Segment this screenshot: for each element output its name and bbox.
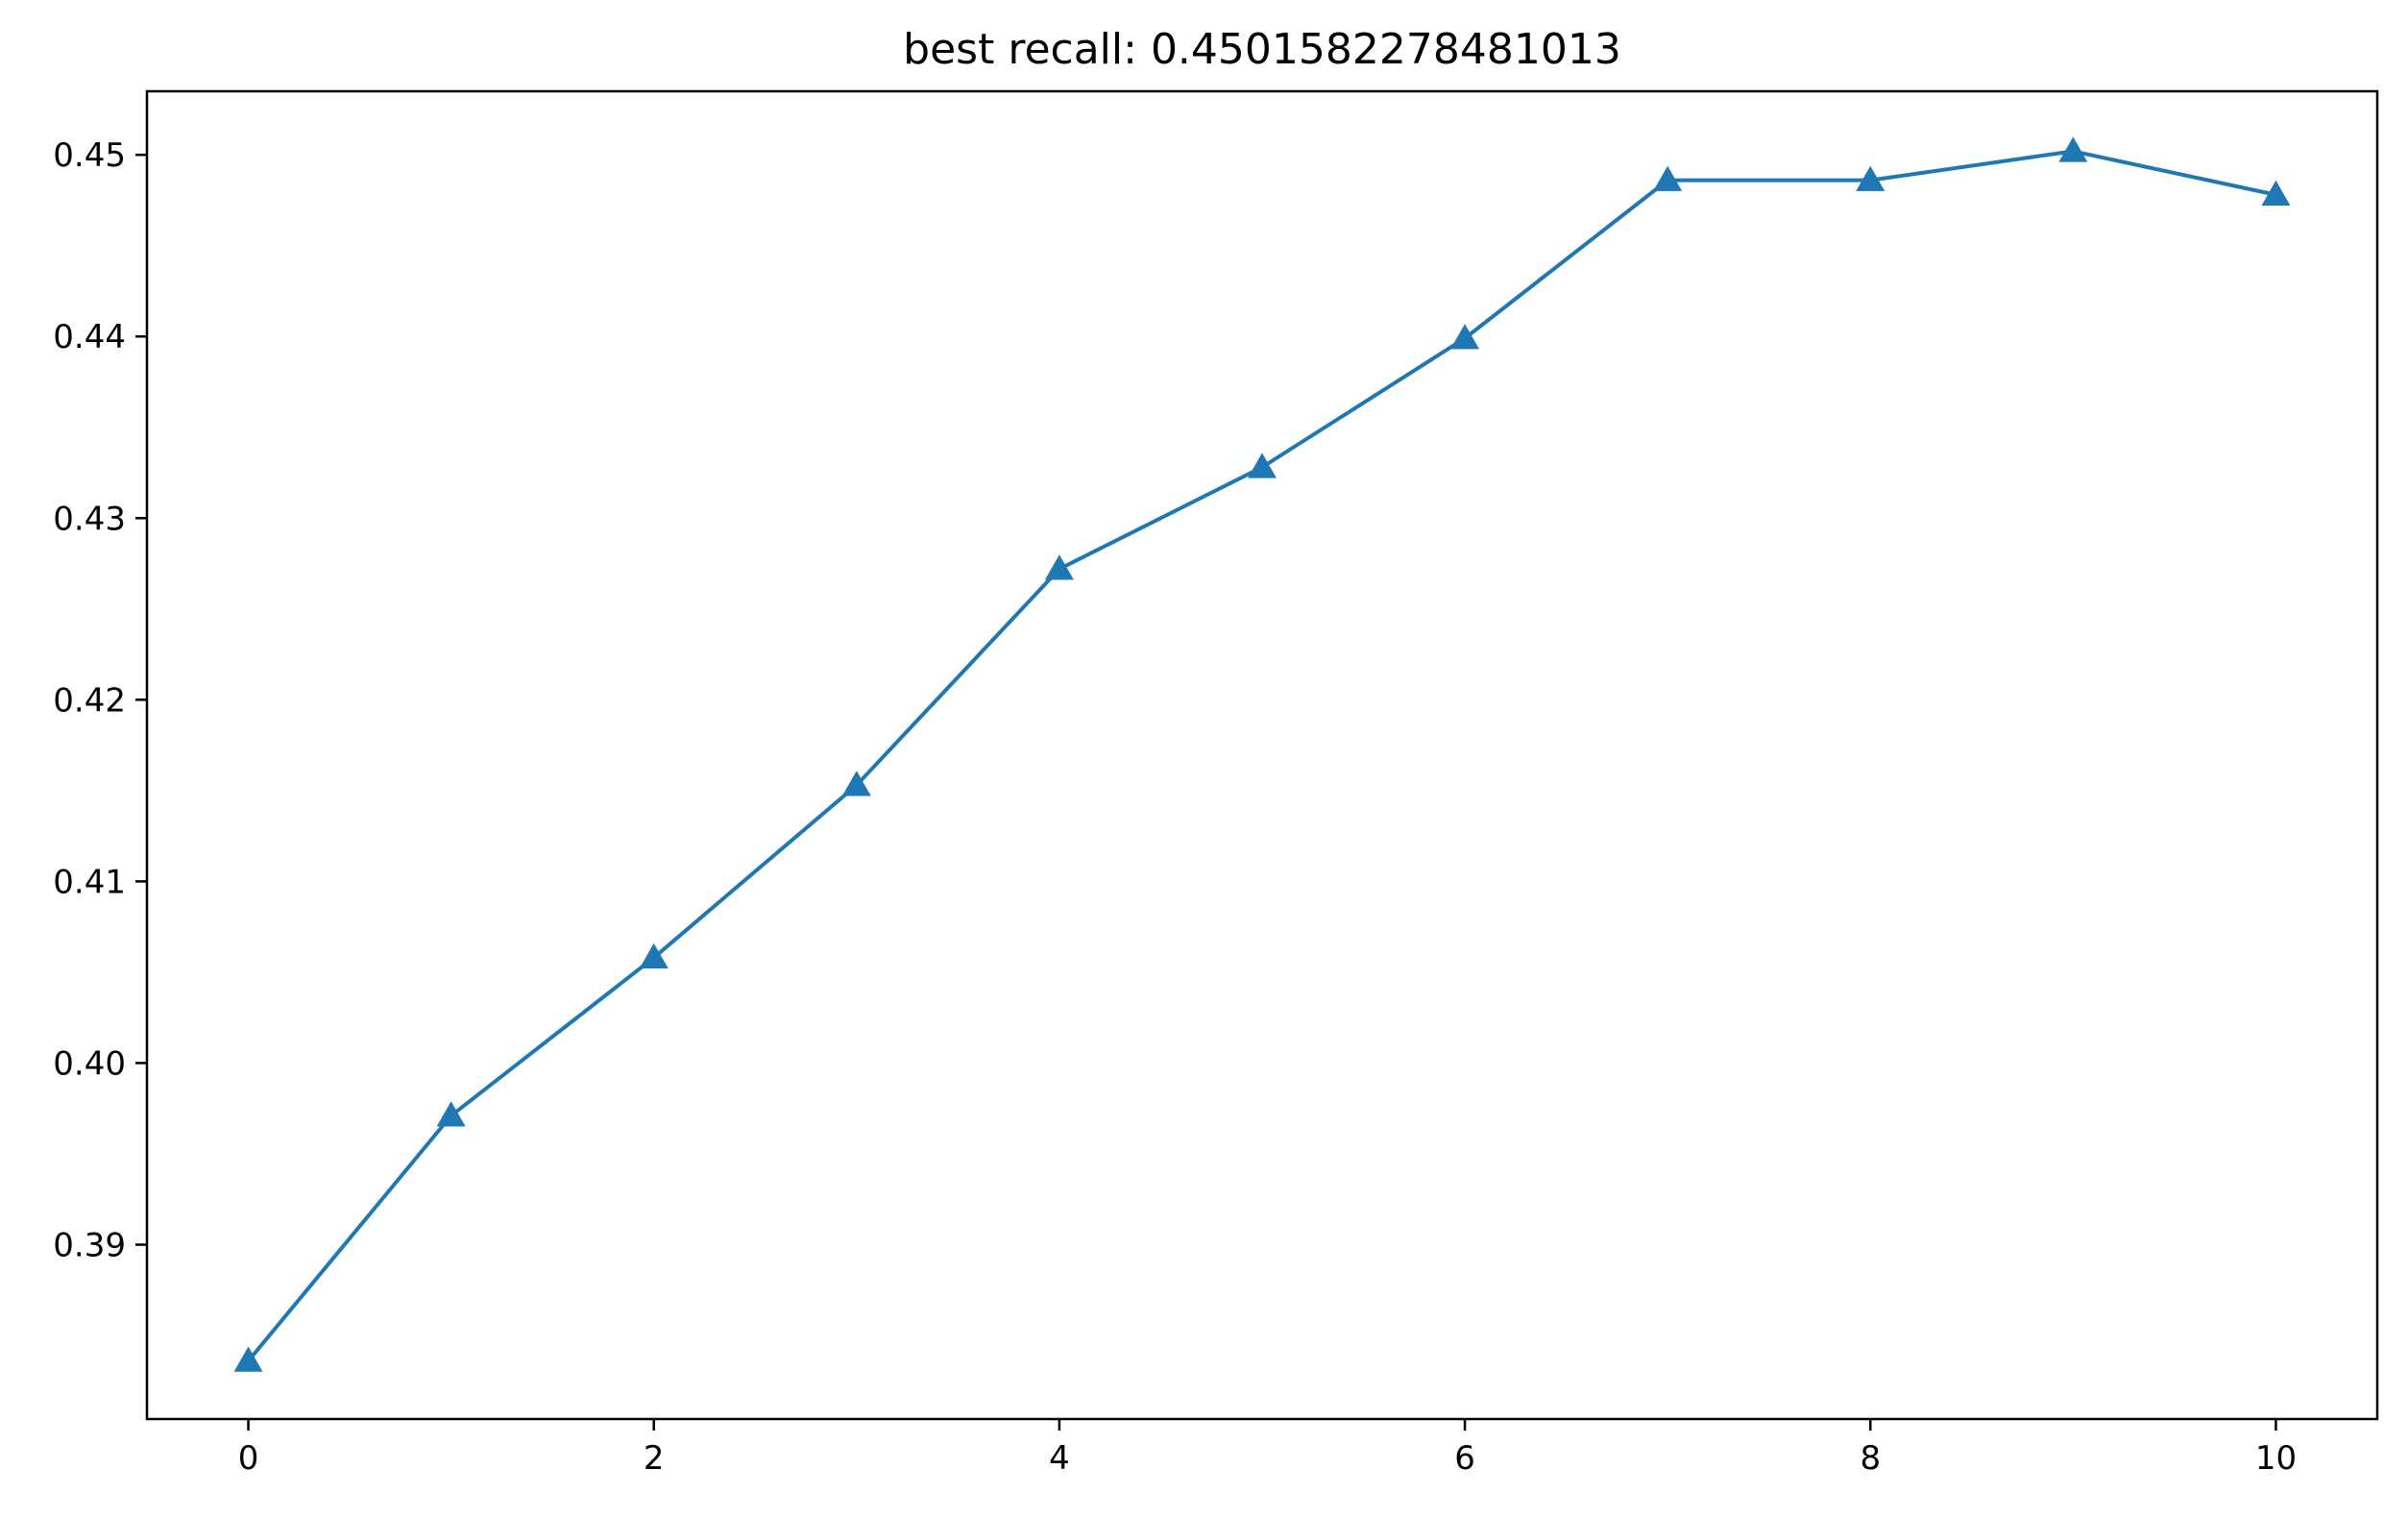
data-point-marker <box>1450 324 1480 350</box>
data-point-marker <box>2058 136 2088 162</box>
data-point-marker <box>2261 180 2291 207</box>
x-tick-label: 0 <box>238 1439 259 1478</box>
data-point-marker <box>841 771 871 796</box>
plot-series <box>233 136 2291 1372</box>
y-tick-label: 0.44 <box>53 318 126 356</box>
x-tick-label: 4 <box>1049 1439 1070 1478</box>
chart-title: best recall: 0.4501582278481013 <box>903 25 1621 74</box>
y-tick-label: 0.45 <box>53 136 126 175</box>
y-tick-label: 0.41 <box>53 863 126 901</box>
data-point-marker <box>1248 453 1277 478</box>
data-point-marker <box>1653 165 1683 191</box>
data-point-marker <box>1044 554 1074 580</box>
plot-frame <box>145 89 2379 1421</box>
y-tick-label: 0.42 <box>53 681 126 720</box>
x-tick-label: 8 <box>1860 1439 1881 1478</box>
x-tick-label: 10 <box>2255 1439 2297 1478</box>
x-tick-label: 6 <box>1454 1439 1475 1478</box>
data-point-marker <box>233 1346 263 1372</box>
data-point-marker <box>639 943 669 969</box>
y-tick-label: 0.43 <box>53 500 126 538</box>
data-point-marker <box>436 1101 466 1127</box>
data-point-marker <box>1856 165 1885 191</box>
x-axis-ticks: 0 2 4 6 8 10 <box>238 1419 2297 1478</box>
y-tick-label: 0.39 <box>53 1227 126 1265</box>
y-axis-ticks: 0.39 0.40 0.41 0.42 0.43 0.44 0.45 <box>53 136 147 1265</box>
y-tick-label: 0.40 <box>53 1044 126 1083</box>
x-tick-label: 2 <box>644 1439 665 1478</box>
